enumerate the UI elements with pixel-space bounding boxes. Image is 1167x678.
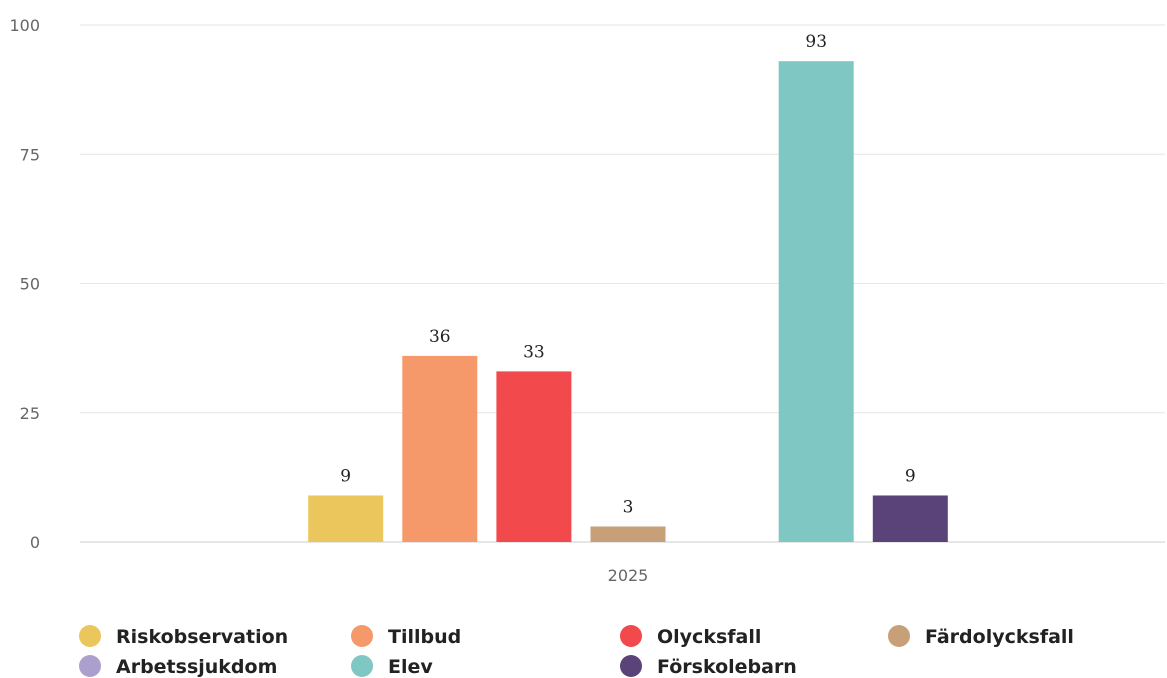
legend[interactable]: Riskobservation Tillbud Olycksfall Färdolyc…: [79, 625, 1074, 678]
legend-marker: [79, 655, 101, 677]
legend-marker: [888, 625, 910, 647]
data-label-elev: 93: [805, 32, 827, 52]
bar-tillbud[interactable]: [402, 355, 478, 542]
legend-item-elev[interactable]: Elev: [351, 655, 433, 678]
gridlines: [80, 24, 1165, 543]
legend-label: Riskobservation: [116, 626, 288, 648]
legend-label: Olycksfall: [657, 626, 761, 648]
legend-marker: [620, 655, 642, 677]
legend-item-tillbud[interactable]: Tillbud: [351, 625, 461, 648]
y-axis-ticks: 0 25 50 75 100: [9, 16, 40, 552]
y-tick-label: 50: [20, 275, 40, 294]
legend-marker: [79, 625, 101, 647]
y-tick-label: 75: [20, 145, 40, 164]
legend-marker: [620, 625, 642, 647]
y-tick-label: 0: [30, 533, 40, 552]
legend-label: Tillbud: [388, 626, 461, 648]
legend-marker: [351, 625, 373, 647]
bar-olycksfall[interactable]: [496, 371, 572, 542]
legend-label: Färdolycksfall: [925, 626, 1074, 648]
legend-item-förskolebarn[interactable]: Förskolebarn: [620, 655, 797, 678]
legend-label: Förskolebarn: [657, 656, 797, 678]
legend-item-färdolycksfall[interactable]: Färdolycksfall: [888, 625, 1074, 648]
y-tick-label: 100: [9, 16, 40, 35]
data-label-olycksfall: 33: [523, 342, 545, 362]
bar-färdolycksfall[interactable]: [590, 526, 666, 542]
bar-riskobservation[interactable]: [308, 495, 384, 542]
bar-förskolebarn[interactable]: [872, 495, 948, 542]
bar-elev[interactable]: [778, 61, 854, 542]
data-label-förskolebarn: 9: [905, 466, 916, 486]
x-tick-label: 2025: [608, 566, 649, 585]
x-axis-ticks: 2025: [608, 566, 649, 585]
data-label-färdolycksfall: 3: [623, 497, 634, 517]
legend-item-riskobservation[interactable]: Riskobservation: [79, 625, 288, 648]
data-label-tillbud: 36: [429, 327, 451, 347]
legend-item-arbetssjukdom[interactable]: Arbetssjukdom: [79, 655, 277, 678]
bars: [308, 61, 948, 542]
legend-item-olycksfall[interactable]: Olycksfall: [620, 625, 761, 648]
legend-label: Elev: [388, 656, 433, 678]
legend-label: Arbetssjukdom: [116, 656, 277, 678]
legend-marker: [351, 655, 373, 677]
y-tick-label: 25: [20, 404, 40, 423]
data-label-riskobservation: 9: [340, 466, 351, 486]
